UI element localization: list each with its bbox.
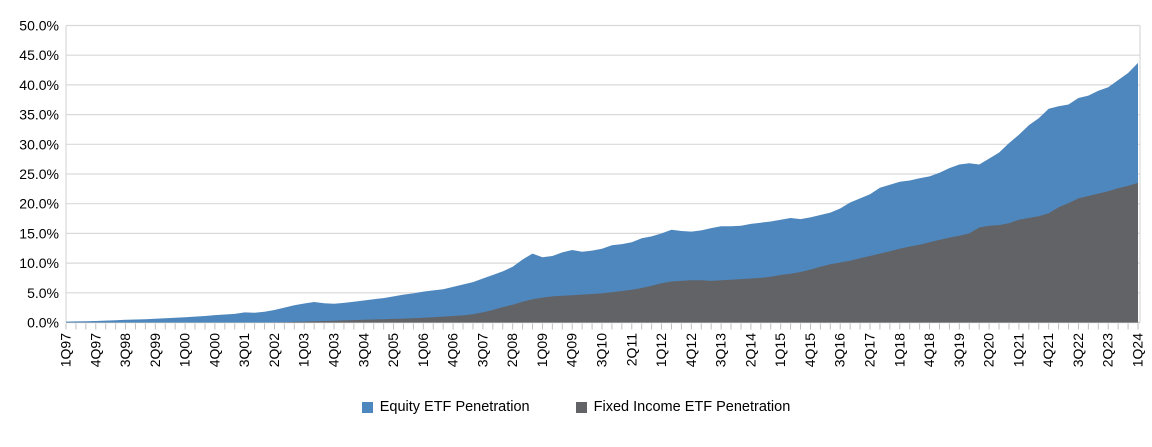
equity-series-swatch-icon — [361, 401, 373, 413]
svg-text:35.0%: 35.0% — [19, 107, 59, 123]
svg-text:1Q24: 1Q24 — [1130, 333, 1146, 367]
svg-text:2Q14: 2Q14 — [742, 333, 758, 367]
svg-text:3Q22: 3Q22 — [1070, 333, 1086, 367]
svg-text:3Q16: 3Q16 — [832, 333, 848, 367]
svg-text:4Q09: 4Q09 — [564, 333, 580, 367]
svg-text:2Q17: 2Q17 — [862, 333, 878, 367]
svg-text:0.0%: 0.0% — [27, 315, 59, 331]
y-axis-labels: 0.0% 5.0% 10.0% 15.0% 20.0% 25.0% 30.0% 35.0% 40… — [19, 18, 59, 331]
svg-text:3Q19: 3Q19 — [951, 333, 967, 367]
svg-text:4Q00: 4Q00 — [206, 333, 222, 367]
svg-text:2Q08: 2Q08 — [504, 333, 520, 367]
x-axis-ticks — [65, 323, 1139, 330]
legend-item-equity: Equity ETF Penetration — [361, 399, 530, 415]
svg-text:4Q21: 4Q21 — [1040, 333, 1056, 367]
svg-text:4Q06: 4Q06 — [445, 333, 461, 367]
svg-text:3Q13: 3Q13 — [713, 333, 729, 367]
svg-text:5.0%: 5.0% — [27, 285, 59, 301]
svg-text:45.0%: 45.0% — [19, 47, 59, 63]
fixed-income-area — [66, 182, 1138, 323]
svg-text:20.0%: 20.0% — [19, 196, 59, 212]
svg-text:1Q18: 1Q18 — [891, 333, 907, 367]
svg-text:10.0%: 10.0% — [19, 255, 59, 271]
gridlines — [65, 24, 1141, 324]
svg-text:25.0%: 25.0% — [19, 166, 59, 182]
svg-text:2Q11: 2Q11 — [623, 333, 639, 366]
svg-text:4Q18: 4Q18 — [921, 333, 937, 367]
fixed-income-series-swatch-icon — [575, 401, 587, 413]
svg-text:30.0%: 30.0% — [19, 136, 59, 152]
svg-text:2Q05: 2Q05 — [385, 333, 401, 367]
svg-text:40.0%: 40.0% — [19, 77, 59, 93]
svg-text:1Q12: 1Q12 — [653, 333, 669, 367]
svg-text:4Q12: 4Q12 — [683, 333, 699, 367]
svg-text:1Q21: 1Q21 — [1010, 333, 1026, 367]
legend-label-equity: Equity ETF Penetration — [379, 399, 530, 415]
svg-text:1Q06: 1Q06 — [415, 333, 431, 367]
svg-text:2Q02: 2Q02 — [266, 333, 282, 367]
svg-text:4Q03: 4Q03 — [326, 333, 342, 367]
legend-label-fixed-income: Fixed Income ETF Penetration — [593, 399, 791, 415]
svg-text:50.0%: 50.0% — [19, 18, 59, 34]
svg-text:2Q23: 2Q23 — [1100, 333, 1116, 367]
svg-text:3Q10: 3Q10 — [594, 333, 610, 367]
svg-text:1Q15: 1Q15 — [772, 333, 788, 367]
svg-text:15.0%: 15.0% — [19, 225, 59, 241]
svg-text:2Q20: 2Q20 — [981, 333, 997, 367]
svg-text:3Q07: 3Q07 — [474, 333, 490, 367]
svg-text:1Q97: 1Q97 — [58, 333, 74, 367]
svg-text:3Q98: 3Q98 — [117, 333, 133, 367]
legend: Equity ETF Penetration Fixed Income ETF … — [0, 399, 1152, 415]
penetration-area-plot: 0.0% 5.0% 10.0% 15.0% 20.0% 25.0% 30.0% 35.0% 40… — [19, 18, 1146, 368]
svg-text:1Q09: 1Q09 — [534, 333, 550, 367]
x-axis-labels: 1Q97 4Q97 3Q98 2Q99 1Q00 4Q00 3Q01 2Q02 1Q03 4Q03… — [58, 333, 1146, 367]
svg-text:1Q03: 1Q03 — [296, 333, 312, 367]
svg-text:1Q00: 1Q00 — [177, 333, 193, 367]
svg-text:3Q04: 3Q04 — [355, 333, 371, 367]
legend-item-fixed-income: Fixed Income ETF Penetration — [575, 399, 791, 415]
svg-text:4Q15: 4Q15 — [802, 333, 818, 367]
svg-text:4Q97: 4Q97 — [87, 333, 103, 367]
svg-text:2Q99: 2Q99 — [147, 333, 163, 367]
svg-text:3Q01: 3Q01 — [236, 333, 252, 367]
